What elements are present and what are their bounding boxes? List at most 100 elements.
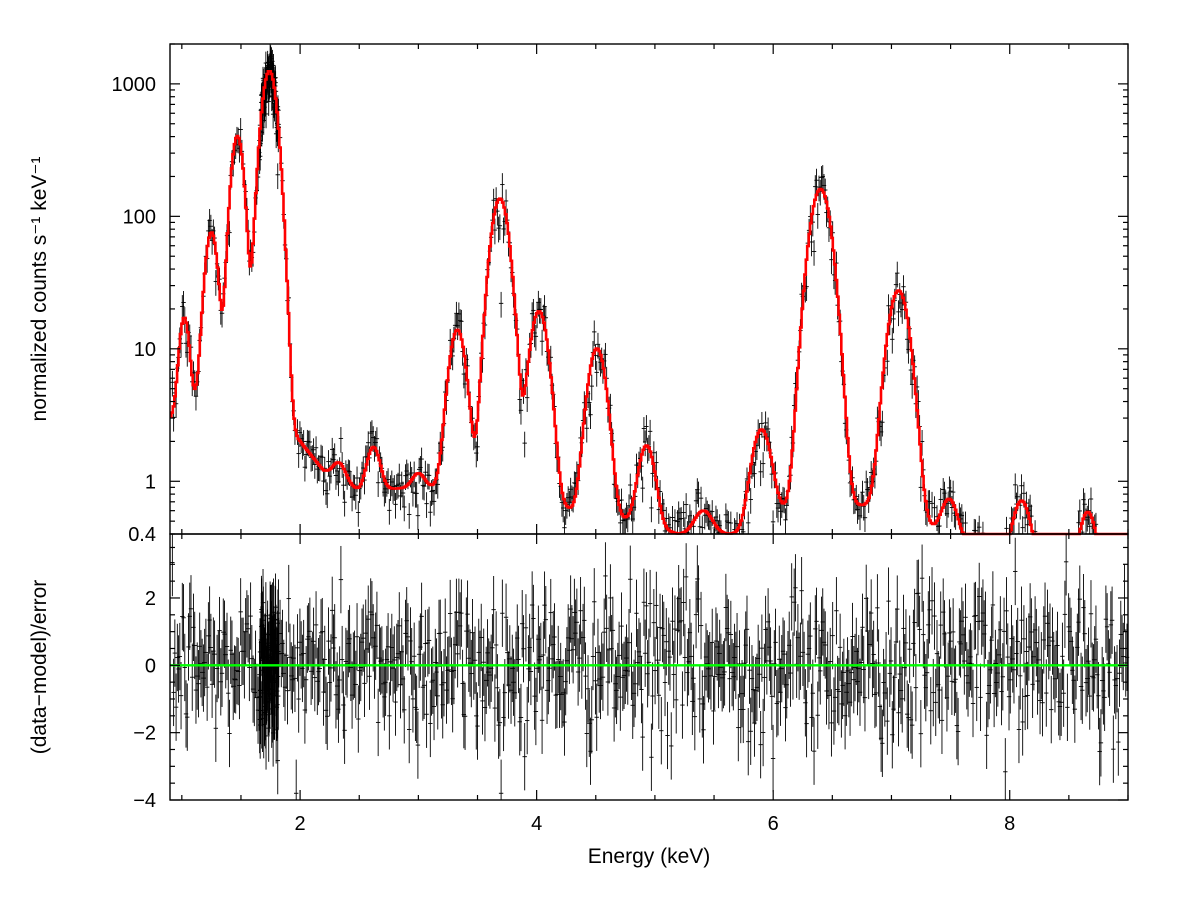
residual-data-point <box>741 675 746 744</box>
residual-data-point <box>455 620 460 688</box>
residual-data-point <box>1008 646 1013 714</box>
y-tick-label: 0 <box>145 655 156 677</box>
spectrum-data-point <box>375 471 381 498</box>
residual-data-point <box>172 619 178 687</box>
residual-data-point <box>409 628 414 696</box>
spectrum-data-point <box>539 329 545 356</box>
residual-data-point <box>1117 639 1122 707</box>
residual-data-point <box>578 577 583 645</box>
residual-data-point <box>860 593 865 661</box>
spectrum-data-point <box>415 504 421 530</box>
spectrum-panel: 1000 100 10 1 0.4 normalized counts s⁻¹ keV⁻… <box>28 43 1129 546</box>
residual-data-point <box>518 683 524 752</box>
residual-data-point <box>562 688 567 756</box>
spectrum-data-point <box>397 463 402 490</box>
residual-data-point <box>760 698 766 767</box>
spectrum-data-point <box>342 490 347 517</box>
residual-data-point <box>217 596 222 665</box>
residual-data-point <box>385 613 391 681</box>
residual-data-point <box>657 593 663 662</box>
residual-data-point <box>933 668 938 737</box>
residual-data-point <box>728 600 734 669</box>
residual-data-point <box>419 582 424 650</box>
spectrum-data-point <box>518 398 524 425</box>
residual-data-point <box>1036 626 1042 694</box>
residual-data-point <box>610 596 616 665</box>
residual-data-point <box>698 591 704 660</box>
residual-data-point <box>387 682 392 750</box>
residual-data-points <box>170 534 1130 800</box>
residual-data-point <box>691 644 696 712</box>
spectrum-data-point <box>649 496 654 523</box>
residual-data-point <box>606 616 612 684</box>
residual-data-point <box>919 544 925 612</box>
residual-data-point <box>353 650 359 719</box>
residual-data-point <box>584 699 589 768</box>
spectrum-data-point <box>562 516 567 534</box>
residual-data-point <box>212 620 217 688</box>
residual-data-point <box>603 542 608 610</box>
residual-data-point <box>431 672 437 741</box>
residual-data-point <box>726 599 731 667</box>
spectrum-data-point <box>963 511 968 534</box>
spectrum-data-points <box>170 44 1099 535</box>
residual-data-point <box>757 640 762 708</box>
spectrum-data-point <box>758 460 763 487</box>
residual-data-point <box>722 638 727 706</box>
residual-data-point <box>652 636 658 705</box>
spectrum-data-point <box>459 309 464 336</box>
residual-data-point <box>317 634 322 703</box>
residual-data-point <box>296 665 301 733</box>
residual-data-point <box>921 600 926 669</box>
residual-data-point <box>693 580 699 649</box>
residual-data-point <box>604 594 609 662</box>
residual-data-point <box>600 643 606 711</box>
residual-data-point <box>876 629 881 697</box>
spectrum-data-point <box>640 476 645 503</box>
residual-data-point <box>938 591 943 659</box>
residual-data-point <box>827 627 833 696</box>
residual-data-point <box>1058 668 1064 736</box>
spectrum-data-point <box>419 447 424 474</box>
residual-data-point <box>692 682 698 751</box>
residual-data-point <box>662 648 668 717</box>
residual-data-point <box>443 598 448 666</box>
residual-data-point <box>850 602 855 671</box>
residual-data-point <box>493 611 499 679</box>
spectrum-data-point <box>698 486 704 513</box>
residual-data-point <box>651 589 657 657</box>
residual-data-point <box>1015 607 1020 676</box>
residual-data-point <box>1093 605 1099 673</box>
spectrum-data-point <box>325 482 330 509</box>
spectrum-data-point <box>945 491 951 518</box>
residual-data-point <box>953 645 958 713</box>
spectrum-data-point <box>170 370 175 397</box>
residual-data-point <box>541 621 546 689</box>
residual-data-point <box>963 583 968 651</box>
residual-data-point <box>948 607 953 675</box>
spectrum-data-point <box>1088 487 1094 514</box>
residual-data-point <box>1086 627 1091 695</box>
residual-data-point <box>190 643 195 711</box>
residual-data-point <box>1055 611 1060 680</box>
residual-data-point <box>1063 534 1069 596</box>
residual-data-point <box>969 630 974 698</box>
spectrum-data-point <box>588 403 593 430</box>
residual-data-point <box>531 584 536 653</box>
residual-data-point <box>521 615 526 683</box>
residual-data-point <box>782 620 787 688</box>
residual-data-point <box>1072 675 1078 743</box>
spectrum-data-point <box>748 488 753 514</box>
residual-data-point <box>259 681 264 749</box>
residual-data-point <box>338 545 344 614</box>
residual-data-point <box>900 665 905 733</box>
residual-data-point <box>196 650 201 718</box>
residual-data-point <box>170 534 175 597</box>
spectrum-y-tick-labels: 1000 100 10 1 0.4 <box>112 74 157 546</box>
spectrum-data-point <box>491 188 496 215</box>
spectrum-data-point <box>595 332 601 359</box>
spectrum-data-point <box>269 47 274 74</box>
residual-data-point <box>913 653 919 722</box>
spectrum-data-point <box>587 391 592 417</box>
spectrum-data-point <box>929 491 935 518</box>
